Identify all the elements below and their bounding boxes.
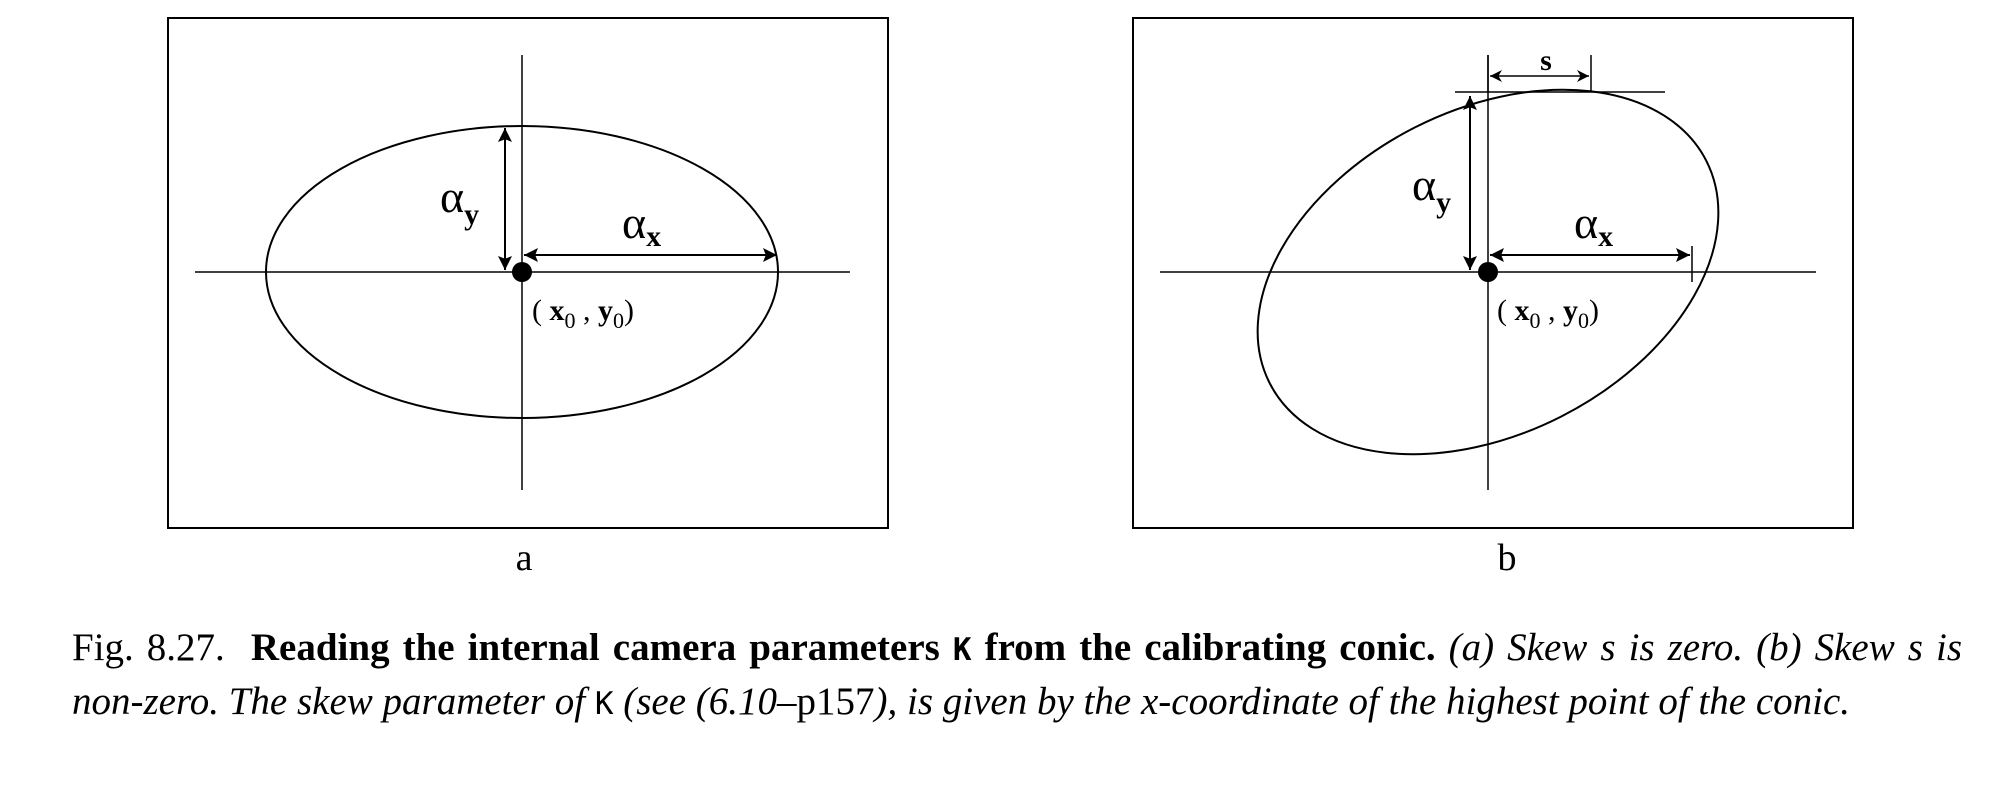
panel-a-label: a (516, 537, 533, 579)
panel-b-principal-point-label: ( x0 , y0) (1497, 294, 1599, 333)
figure-caption: Fig. 8.27. Reading the internal camera p… (72, 622, 1962, 730)
caption-title-matrix: K (952, 632, 972, 668)
caption-fig-number: Fig. 8.27. (72, 626, 225, 669)
caption-body: (a) Skew s is zero. (b) Skew s is non-ze… (72, 626, 1963, 723)
panel-a-conic (265, 125, 779, 419)
panel-b-frame (1132, 17, 1854, 529)
panel-b: s αy αx ( x0 , y0) b (1132, 17, 1854, 579)
caption-title: Reading the internal camera parameters K… (250, 626, 1436, 669)
panel-b-skew-label: s (1540, 44, 1552, 77)
panel-b-alpha-x-label: αx (1574, 197, 1613, 253)
panel-b-conic (1256, 88, 1720, 456)
panel-a-alpha-y-label: αy (440, 171, 479, 231)
caption-body-matrix: K (594, 686, 614, 722)
panel-a-principal-point (512, 262, 532, 282)
panel-a: αy αx ( x0 , y0) a (167, 17, 889, 579)
panel-a-principal-point-label: ( x0 , y0) (532, 294, 634, 333)
panel-a-alpha-x-label: αx (622, 197, 661, 253)
panel-a-frame (167, 17, 889, 529)
panel-b-alpha-y-label: αy (1412, 159, 1451, 219)
panel-b-principal-point (1478, 262, 1498, 282)
panel-b-label: b (1498, 537, 1517, 579)
caption-page-ref: p157 (796, 680, 875, 723)
conic-figure: αy αx ( x0 , y0) a s αy αx ( x0 , y0) b (167, 17, 1854, 579)
